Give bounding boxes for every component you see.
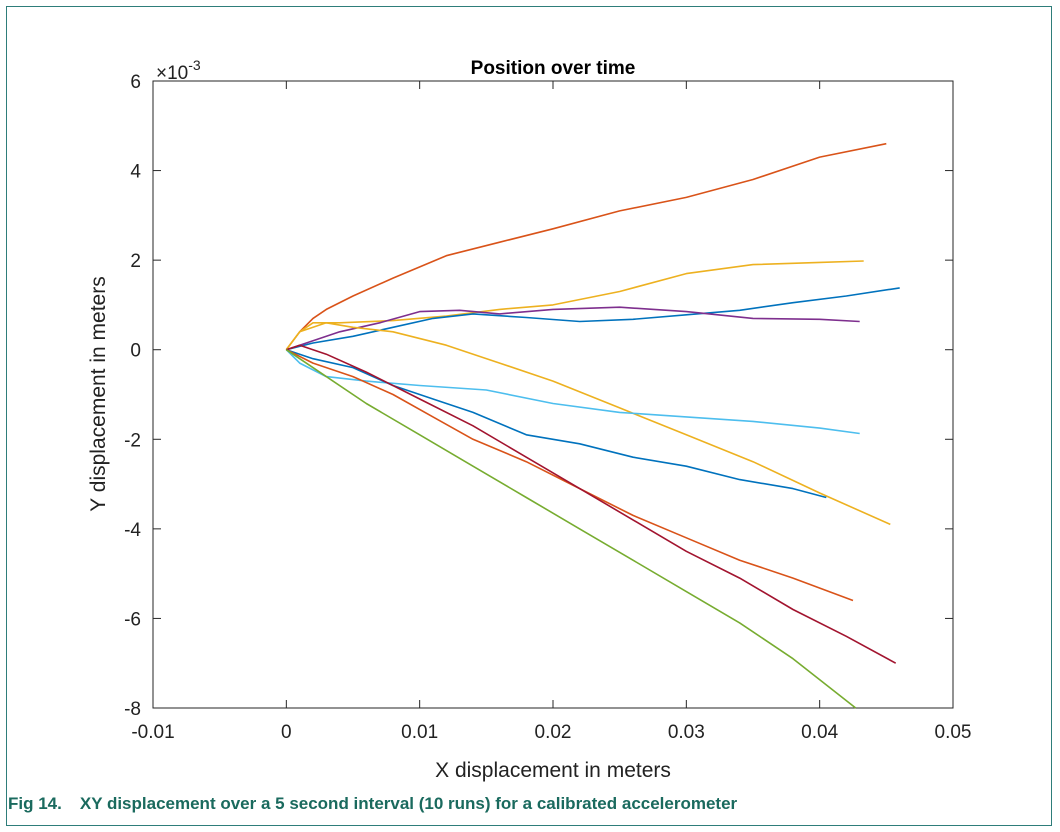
- series-layer: [285, 142, 900, 709]
- series-line-10: [285, 349, 857, 709]
- series-line-4: [286, 306, 860, 351]
- x-tick-label: 0.03: [668, 722, 705, 743]
- series-line-2: [285, 260, 864, 351]
- caption-number: Fig 14.: [8, 794, 62, 813]
- series-line-3: [286, 287, 900, 351]
- y-tick-label: -6: [124, 609, 141, 630]
- figure-frame: [6, 6, 1052, 826]
- y-tick-label: 4: [130, 162, 141, 183]
- y-tick-label: 6: [130, 72, 141, 93]
- chart-title: Position over time: [471, 58, 636, 79]
- y-tick-label: 2: [130, 251, 141, 272]
- y-axis-label: Y displacement in meters: [87, 276, 110, 511]
- x-tick-label: 0: [281, 722, 292, 743]
- y-multiplier: ×10-3: [156, 57, 201, 84]
- x-tick-label: -0.01: [131, 722, 174, 743]
- x-axis-label: X displacement in meters: [435, 759, 671, 782]
- x-tick-label: 0.04: [801, 722, 838, 743]
- figure-caption: Fig 14. XY displacement over a 5 second i…: [8, 794, 1048, 814]
- series-line-1: [285, 142, 887, 351]
- series-line-7: [286, 348, 827, 499]
- y-multiplier-exponent: -3: [188, 57, 201, 73]
- chart: Position over time ×10-3 -0.01 0 0.01 0.02 0…: [87, 57, 971, 782]
- y-multiplier-base: ×10: [156, 63, 188, 84]
- y-tick-label: -2: [124, 430, 141, 451]
- caption-text: XY displacement over a 5 second interval…: [79, 794, 738, 813]
- y-tick-label: -4: [124, 520, 141, 541]
- series-line-5: [285, 321, 891, 526]
- x-tick-label: 0.05: [935, 722, 972, 743]
- x-tick-label: 0.01: [401, 722, 438, 743]
- y-tick-label: 0: [130, 341, 141, 362]
- plot-area: [152, 80, 954, 709]
- series-line-9: [286, 344, 897, 664]
- y-tick-label: -8: [124, 699, 141, 720]
- x-tick-label: 0.02: [535, 722, 572, 743]
- tick-layer: -0.01 0 0.01 0.02 0.03 0.04 0.05 -8 -6 -4 -2 0 2 4 6: [124, 72, 971, 743]
- series-line-8: [285, 348, 854, 602]
